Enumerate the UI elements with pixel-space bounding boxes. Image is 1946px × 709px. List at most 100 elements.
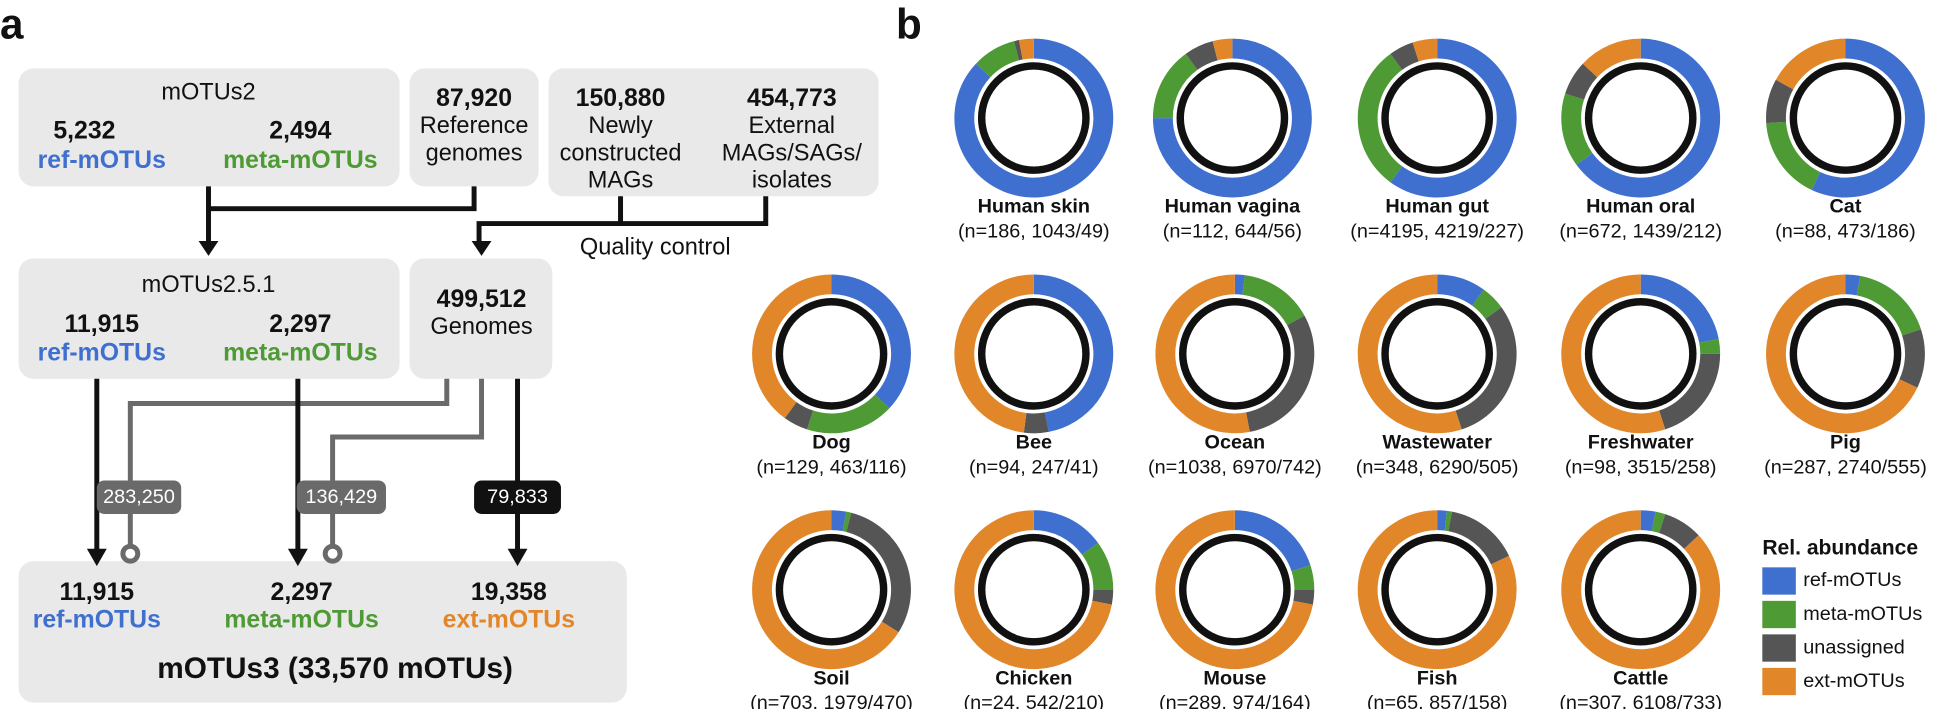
donut-segment [1582, 38, 1641, 78]
donut-center [1584, 298, 1697, 410]
donut-segment [1033, 510, 1099, 555]
ref-label: ref-mOTUs [38, 147, 166, 174]
chart-subtitle: (n=94, 247/41) [969, 456, 1099, 478]
donut-segment [752, 274, 832, 419]
label: Genomes [430, 313, 532, 339]
chart-title: Soil [813, 667, 849, 689]
badge-label: 79,833 [487, 486, 548, 508]
legend-label: meta-mOTUs [1803, 603, 1922, 625]
box [409, 258, 553, 379]
box [18, 258, 400, 379]
donut-segment [1357, 274, 1462, 434]
donut-segment [1561, 274, 1666, 434]
chart-subtitle: (n=65, 857/158) [1367, 692, 1508, 709]
connector [127, 378, 450, 547]
donut-center [775, 298, 888, 410]
donut-segment [1856, 275, 1922, 336]
chart-title: Dog [812, 431, 851, 453]
arrow [507, 548, 528, 567]
badge-label: 283,250 [103, 486, 175, 508]
count: 11,915 [65, 311, 140, 338]
donut-center [1789, 298, 1902, 410]
connector-end [120, 543, 141, 564]
donut-segment [1845, 274, 1861, 296]
donut-segment [1291, 565, 1315, 590]
chart-title: Human gut [1385, 196, 1489, 218]
legend-label: ref-mOTUs [1803, 569, 1901, 591]
donut-segment [831, 510, 847, 532]
ref-label: ref-mOTUs [33, 606, 161, 633]
donut-segment [806, 394, 890, 434]
donut-segment [1212, 38, 1233, 61]
donut-segment [1082, 542, 1114, 590]
chart-subtitle: (n=348, 6290/505) [1356, 456, 1519, 478]
box-title: mOTUs3 (33,570 mOTUs) [157, 652, 513, 685]
donut-center [977, 298, 1090, 410]
donut-center [1584, 533, 1697, 646]
chart-title: Ocean [1205, 431, 1266, 453]
donut-segment [1014, 40, 1023, 61]
count: 2,297 [269, 311, 331, 338]
donut-segment [1023, 412, 1049, 434]
count: 2,297 [271, 579, 333, 606]
box-title: mOTUs2.5.1 [142, 271, 276, 297]
chart-subtitle: (n=672, 1439/212) [1559, 221, 1722, 243]
donut-segment [1234, 510, 1311, 572]
donut-segment [1357, 53, 1403, 183]
donut-segment [1640, 510, 1656, 532]
legend-label: unassigned [1803, 636, 1905, 658]
donut-center [1584, 62, 1697, 174]
meta-label: meta-mOTUs [223, 339, 377, 366]
arrow [287, 548, 308, 567]
donut-segment [1899, 329, 1925, 388]
panel-label: b [896, 1, 922, 48]
arrow [471, 240, 492, 256]
note: Quality control [580, 234, 731, 260]
count: 5,232 [53, 117, 115, 144]
donut-center [1381, 533, 1494, 646]
label: MAGs/SAGs/ [722, 139, 863, 165]
chart-title: Wastewater [1382, 431, 1492, 453]
donut-segment [1699, 338, 1721, 354]
label: genomes [426, 139, 523, 165]
chart-subtitle: (n=307, 6108/733) [1559, 692, 1722, 709]
connector [94, 378, 521, 553]
donut-center [1179, 533, 1291, 646]
donut-segment [1437, 510, 1448, 531]
donut-center [1381, 62, 1494, 174]
donut-segment [1651, 511, 1666, 534]
chart-title: Fish [1417, 667, 1458, 689]
chart-subtitle: (n=186, 1043/49) [958, 221, 1110, 243]
label: Reference [420, 112, 529, 138]
badge [296, 480, 386, 514]
donut-segment [1659, 353, 1721, 430]
donut-center [775, 533, 888, 646]
donut-segment [1444, 510, 1453, 532]
label: MAGs [588, 167, 653, 193]
chart-subtitle: (n=1038, 6970/742) [1148, 456, 1322, 478]
chart-subtitle: (n=129, 463/116) [756, 456, 906, 478]
chart-subtitle: (n=4195, 4219/227) [1350, 221, 1524, 243]
count: 454,773 [747, 85, 837, 112]
count: 150,880 [576, 85, 666, 112]
donut-segment [1455, 307, 1517, 430]
donut-segment [1293, 589, 1315, 605]
donut-segment [1448, 511, 1510, 565]
chart-subtitle: (n=88, 473/186) [1775, 221, 1916, 243]
donut-segment [1766, 79, 1794, 124]
donut-center [1789, 62, 1902, 174]
donut-center [1176, 62, 1289, 174]
badge [474, 480, 561, 514]
chart-title: Mouse [1203, 667, 1266, 689]
box [18, 561, 627, 703]
donut-segment [1092, 589, 1114, 605]
donut-segment [1640, 274, 1719, 343]
legend-label: ext-mOTUs [1803, 670, 1904, 692]
chart-title: Freshwater [1588, 431, 1694, 453]
legend-swatch [1762, 600, 1796, 629]
donut-segment [1390, 42, 1419, 70]
arrow [86, 548, 107, 567]
chart-subtitle: (n=112, 644/56) [1163, 221, 1302, 243]
chart-subtitle: (n=289, 974/164) [1159, 692, 1311, 709]
